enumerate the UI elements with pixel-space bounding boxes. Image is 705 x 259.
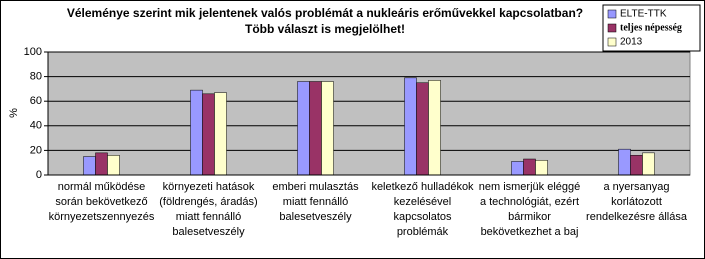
y-tick-label: 0	[36, 169, 42, 181]
bar	[321, 81, 334, 176]
bar	[190, 89, 203, 176]
x-tick-label: során bekövetkező	[55, 196, 147, 208]
x-tick-label: bármikor	[508, 211, 551, 223]
bar	[309, 81, 322, 176]
y-tick-label: 80	[30, 71, 42, 83]
y-tick-label: 20	[30, 144, 42, 156]
legend-label: 2013	[620, 37, 643, 48]
y-tick-label: 40	[30, 120, 42, 132]
y-tick-label: 100	[24, 46, 42, 58]
y-axis-label: %	[8, 108, 20, 118]
bar	[83, 156, 96, 176]
x-tick-label: kezelésével	[394, 196, 451, 208]
x-tick-label: emberi mulasztás	[272, 181, 359, 193]
x-tick-label: (földrengés, áradás)	[159, 196, 257, 208]
x-tick-label: a nyersanyag	[603, 181, 669, 193]
bar	[202, 93, 215, 176]
bar	[297, 81, 310, 176]
x-tick-label: miatt fennálló	[283, 196, 348, 208]
x-tick-label: bekövetkezhet a baj	[481, 226, 579, 238]
legend-swatch	[607, 23, 617, 33]
x-tick-label: kapcsolatos	[393, 211, 452, 223]
x-tick-label: környezetszennyezés	[49, 211, 155, 223]
bar	[428, 80, 441, 176]
x-tick-label: korlátozott	[611, 196, 662, 208]
x-tick-label: problémák	[397, 226, 449, 238]
x-tick-label: környezeti hatások	[163, 181, 255, 193]
legend-label: ELTE-TTK	[620, 9, 667, 20]
bar	[511, 161, 524, 176]
bar	[107, 155, 120, 176]
x-tick-label: balesetveszély	[279, 211, 352, 223]
x-tick-label: miatt fennálló	[176, 211, 241, 223]
chart-title: Véleménye szerint mik jelentenek valós p…	[67, 6, 583, 20]
legend-label: teljes népesség	[620, 22, 682, 33]
chart-subtitle: Több választ is megjelölhet!	[245, 22, 405, 36]
x-tick-label: rendelkezésre állása	[586, 211, 688, 223]
bar	[630, 155, 643, 176]
legend-swatch	[607, 9, 617, 19]
legend-box	[602, 4, 701, 52]
bar	[523, 158, 536, 176]
x-tick-label: balesetveszély	[172, 226, 245, 238]
bar	[95, 152, 108, 176]
bar	[642, 152, 655, 176]
bar	[214, 92, 227, 176]
x-tick-label: nem ismerjük eléggé	[479, 181, 581, 193]
x-tick-label: a technológiát, ezért	[480, 196, 579, 208]
bar	[535, 159, 548, 176]
legend-swatch	[607, 37, 617, 47]
bar	[416, 82, 429, 176]
bar	[618, 148, 631, 176]
x-tick-label: normál működése	[58, 181, 145, 193]
y-tick-label: 60	[30, 95, 42, 107]
plot-area	[47, 51, 691, 176]
bar	[404, 77, 417, 176]
x-tick-label: keletkező hulladékok	[371, 181, 474, 193]
